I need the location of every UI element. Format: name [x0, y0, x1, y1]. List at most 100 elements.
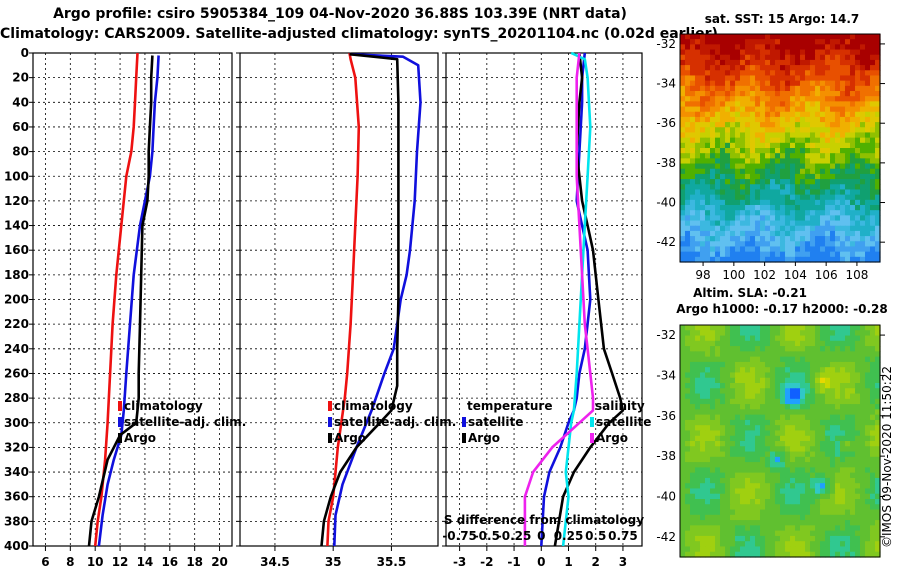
map-cell	[790, 205, 796, 211]
map-cell	[770, 451, 776, 458]
map-cell	[750, 441, 756, 447]
map-cell	[745, 541, 751, 548]
map-cell	[865, 414, 871, 421]
map-cell	[855, 122, 861, 128]
map-cell	[795, 179, 801, 185]
map-cell	[700, 85, 706, 92]
map-cell	[760, 404, 766, 410]
map-cell	[790, 142, 796, 149]
map-cell	[840, 153, 846, 159]
map-cell	[715, 65, 721, 71]
map-cell	[830, 189, 836, 196]
map-cell	[860, 215, 866, 222]
map-cell	[805, 525, 811, 532]
map-cell	[865, 34, 871, 40]
map-cell	[805, 91, 811, 97]
map-cell	[695, 361, 701, 368]
map-cell	[690, 409, 696, 416]
map-cell	[840, 372, 846, 379]
map-cell	[835, 441, 841, 447]
map-cell	[860, 44, 866, 51]
map-cell	[825, 101, 831, 108]
map-cell	[830, 372, 836, 379]
map-cell	[755, 361, 761, 368]
map-cell	[865, 446, 871, 453]
map-cell	[730, 493, 736, 500]
map-cell	[700, 179, 706, 185]
map-cell	[860, 163, 866, 170]
map-cell	[685, 551, 691, 558]
map-cell	[785, 551, 791, 558]
map-cell	[850, 236, 856, 242]
map-cell	[755, 210, 761, 216]
map-cell	[760, 49, 766, 56]
map-cell	[795, 153, 801, 159]
map-cell	[840, 388, 846, 395]
map-cell	[735, 356, 741, 363]
map-cell	[755, 398, 761, 405]
map-cell	[800, 158, 806, 165]
map-cell	[710, 425, 716, 432]
map-cell	[730, 330, 736, 337]
map-cell	[840, 230, 846, 237]
map-cell	[720, 148, 726, 154]
map-cell	[735, 398, 741, 405]
map-cell	[720, 330, 726, 337]
map-cell	[720, 541, 726, 548]
map-cell	[840, 446, 846, 453]
map-cell	[870, 383, 876, 389]
map-cell	[720, 70, 726, 77]
map-cell	[865, 75, 871, 82]
map-cell	[690, 116, 696, 123]
map-cell	[810, 137, 816, 144]
map-cell	[690, 184, 696, 191]
map-cell	[695, 530, 701, 537]
map-cell	[870, 546, 876, 553]
map-cell	[695, 356, 701, 363]
map-cell	[825, 535, 831, 542]
map-cell	[850, 106, 856, 113]
map-cell	[810, 230, 816, 237]
map-cell	[855, 205, 861, 211]
map-cell	[735, 425, 741, 432]
map-cell	[765, 419, 771, 426]
map-cell	[815, 199, 821, 206]
map-cell	[875, 414, 881, 421]
map-cell	[865, 54, 871, 61]
map-cell	[720, 483, 726, 490]
map-cell	[710, 189, 716, 196]
map-cell	[730, 153, 736, 159]
map-cell	[840, 163, 846, 170]
map-cell	[850, 525, 856, 532]
map-cell	[845, 34, 851, 40]
map-cell	[725, 251, 731, 258]
map-cell	[760, 184, 766, 191]
map-cell	[785, 530, 791, 537]
map-cell	[830, 179, 836, 185]
map-cell	[780, 163, 786, 170]
map-cell	[700, 246, 706, 253]
map-cell	[755, 220, 761, 227]
map-cell	[760, 377, 766, 384]
map-cell	[690, 356, 696, 363]
map-cell	[755, 96, 761, 102]
map-cell	[745, 65, 751, 71]
map-cell	[805, 54, 811, 61]
map-cell	[770, 184, 776, 191]
map-cell	[770, 158, 776, 165]
map-cell	[685, 106, 691, 113]
map-cell	[705, 514, 711, 521]
map-cell	[700, 499, 706, 505]
map-cell	[845, 393, 851, 400]
map-cell	[875, 499, 881, 505]
y-tick-label: 320	[4, 440, 29, 454]
map-cell	[715, 54, 721, 61]
map-cell	[725, 241, 731, 248]
map-cell	[705, 435, 711, 442]
map-cell	[715, 34, 721, 40]
map-cell	[740, 493, 746, 500]
map-cell	[685, 122, 691, 128]
map-cell	[750, 525, 756, 532]
map-cell	[755, 425, 761, 432]
map-cell	[740, 246, 746, 253]
